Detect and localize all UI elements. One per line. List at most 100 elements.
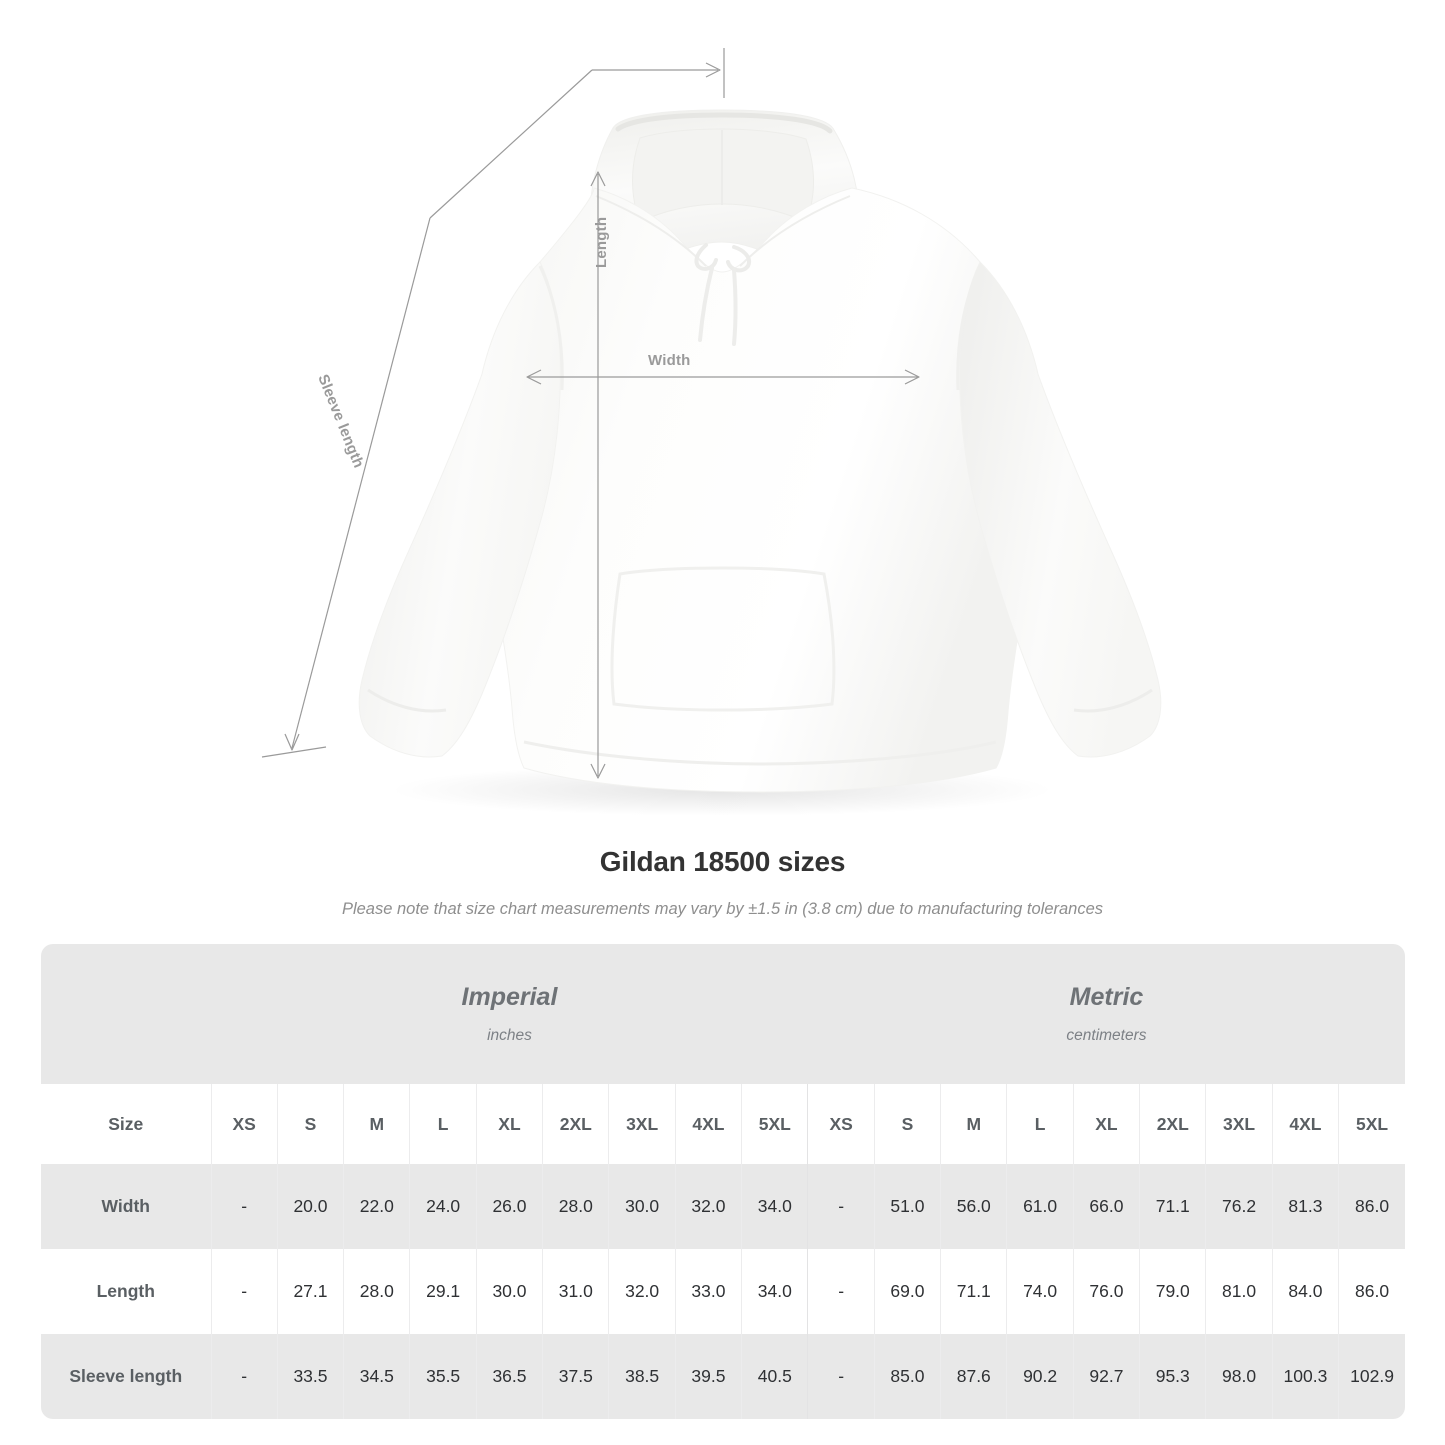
- width-arrowhead-left: [526, 369, 542, 385]
- chart-heading: Gildan 18500 sizes Please note that size…: [0, 846, 1445, 919]
- size-header-row: Size XS S M L XL 2XL 3XL 4XL 5XL XS S M L XL 2XL 3XL 4XL 5…: [41, 1084, 1405, 1164]
- size-header-metric-l: L: [1006, 1084, 1074, 1164]
- size-chart-table: Imperial inches Metric centimeters Size XS S M L…: [41, 944, 1405, 1419]
- unit-band-spacer: [41, 944, 211, 1084]
- cell-metric-sleeve-length-3xl: 98.0: [1205, 1334, 1273, 1419]
- page-title: Gildan 18500 sizes: [599, 846, 846, 877]
- left-cuff-seam: [367, 688, 447, 713]
- width-label: Width: [648, 352, 691, 369]
- size-header-imperial-xl: XL: [475, 1084, 543, 1164]
- cell-imperial-width-xs: -: [210, 1164, 278, 1249]
- cell-imperial-length-4xl: 33.0: [674, 1249, 742, 1334]
- size-header-metric-s: S: [873, 1084, 941, 1164]
- cell-metric-length-m: 71.1: [940, 1249, 1007, 1334]
- drawstring-loop-right: [726, 245, 751, 273]
- right-sleeve: [959, 261, 1162, 758]
- cell-metric-sleeve-length-m: 87.6: [940, 1334, 1007, 1419]
- size-header-imperial-s: S: [276, 1084, 344, 1164]
- size-header-metric-2xl: 2XL: [1139, 1084, 1206, 1164]
- length-arrowhead-bottom: [590, 763, 606, 779]
- size-header-metric-3xl: 3XL: [1205, 1084, 1273, 1164]
- kangaroo-pocket: [610, 566, 836, 712]
- row-label-length: Length: [41, 1249, 211, 1334]
- table-row: Width -20.0 22.0 24.0 26.0 28.0 30.0 32.0 34.0-5…: [41, 1164, 1405, 1249]
- measurement-guides: [261, 48, 920, 779]
- cell-imperial-length-2xl: 31.0: [542, 1249, 609, 1334]
- cell-imperial-length-5xl: 34.0: [741, 1249, 808, 1334]
- cell-imperial-length-s: 27.1: [276, 1249, 344, 1334]
- cell-metric-width-l: 61.0: [1006, 1164, 1074, 1249]
- torso-shape: [479, 187, 1041, 793]
- size-header-imperial-2xl: 2XL: [542, 1084, 609, 1164]
- cell-imperial-width-4xl: 32.0: [674, 1164, 742, 1249]
- size-table-container: Imperial inches Metric centimeters Size XS S M L…: [41, 944, 1405, 1419]
- tolerance-note: Please note that size chart measurements…: [341, 900, 1104, 918]
- metric-unit-header: Metric centimeters: [807, 944, 1405, 1084]
- size-header-imperial-m: M: [343, 1084, 410, 1164]
- cell-imperial-width-s: 20.0: [276, 1164, 344, 1249]
- cell-metric-length-s: 69.0: [873, 1249, 941, 1334]
- cell-metric-length-2xl: 79.0: [1139, 1249, 1206, 1334]
- metric-unit-header-name: Metric: [1069, 982, 1144, 1011]
- cell-imperial-sleeve-length-3xl: 38.5: [608, 1334, 676, 1419]
- sleeve-arrowhead-bottom: [284, 733, 300, 751]
- cell-imperial-sleeve-length-2xl: 37.5: [542, 1334, 609, 1419]
- cell-metric-sleeve-length-xs: -: [807, 1334, 875, 1419]
- size-header-metric-4xl: 4XL: [1271, 1084, 1339, 1164]
- sleeve-arrowhead: [705, 62, 721, 78]
- sleeve-start-tick: [261, 746, 327, 758]
- cell-metric-sleeve-length-5xl: 102.9: [1338, 1334, 1405, 1419]
- imperial-unit-header-name: Imperial: [461, 982, 558, 1011]
- size-header-metric-m: M: [940, 1084, 1007, 1164]
- cell-metric-width-s: 51.0: [873, 1164, 941, 1249]
- size-header-imperial-l: L: [409, 1084, 477, 1164]
- size-table-body: Imperial inches Metric centimeters Size XS S M L…: [41, 944, 1405, 1419]
- imperial-unit-header: Imperial inches: [211, 944, 808, 1084]
- cell-metric-sleeve-length-l: 90.2: [1006, 1334, 1074, 1419]
- metric-unit-header-sub: centimeters: [1066, 1026, 1147, 1044]
- cell-metric-width-4xl: 81.3: [1271, 1164, 1339, 1249]
- cell-metric-width-2xl: 71.1: [1139, 1164, 1206, 1249]
- cell-imperial-length-xs: -: [210, 1249, 278, 1334]
- hoodie-svg: [261, 48, 1162, 816]
- cell-metric-sleeve-length-xl: 92.7: [1072, 1334, 1140, 1419]
- length-label: Length: [593, 216, 610, 268]
- cell-metric-width-5xl: 86.0: [1338, 1164, 1405, 1249]
- size-header-metric-5xl: 5XL: [1338, 1084, 1405, 1164]
- cell-metric-width-xl: 66.0: [1072, 1164, 1140, 1249]
- size-header-imperial-xs: XS: [210, 1084, 278, 1164]
- row-label-sleeve-length: Sleeve length: [41, 1334, 211, 1419]
- cell-imperial-length-m: 28.0: [343, 1249, 410, 1334]
- row-label-width: Width: [41, 1164, 211, 1249]
- cell-imperial-length-3xl: 32.0: [608, 1249, 676, 1334]
- length-arrowhead-top: [590, 171, 606, 187]
- size-header-metric-xs: XS: [807, 1084, 875, 1164]
- size-column-header: Size: [41, 1084, 211, 1164]
- cell-metric-sleeve-length-2xl: 95.3: [1139, 1334, 1206, 1419]
- cell-imperial-width-3xl: 30.0: [608, 1164, 676, 1249]
- left-sleeve: [358, 261, 561, 758]
- cell-metric-length-4xl: 84.0: [1271, 1249, 1339, 1334]
- cell-imperial-width-2xl: 28.0: [542, 1164, 609, 1249]
- cell-imperial-sleeve-length-l: 35.5: [409, 1334, 477, 1419]
- cell-imperial-width-l: 24.0: [409, 1164, 477, 1249]
- cell-imperial-sleeve-length-xl: 36.5: [475, 1334, 543, 1419]
- size-header-imperial-4xl: 4XL: [674, 1084, 742, 1164]
- cell-imperial-width-xl: 26.0: [475, 1164, 543, 1249]
- cell-metric-length-xl: 76.0: [1072, 1249, 1140, 1334]
- cell-imperial-width-5xl: 34.0: [741, 1164, 808, 1249]
- cell-imperial-sleeve-length-s: 33.5: [276, 1334, 344, 1419]
- size-header-imperial-5xl: 5XL: [741, 1084, 808, 1164]
- cell-imperial-length-xl: 30.0: [475, 1249, 543, 1334]
- table-row: Sleeve length -33.5 34.5 35.5 36.5 37.5 38.5 39…: [41, 1334, 1405, 1419]
- size-header-imperial-3xl: 3XL: [608, 1084, 676, 1164]
- drawstring-loop-left: [694, 243, 718, 271]
- cell-metric-length-xs: -: [807, 1249, 875, 1334]
- left-shoulder-seam: [538, 265, 564, 391]
- unit-band-row: Imperial inches Metric centimeters: [41, 944, 1405, 1084]
- cell-imperial-sleeve-length-5xl: 40.5: [741, 1334, 808, 1419]
- sleeve-guide-diagonal: [291, 217, 431, 749]
- drawstring-tail-left: [698, 266, 714, 342]
- drawstring-tail-right: [732, 268, 738, 346]
- hoodie-measurement-illustration: Length Width Sleeve length: [261, 48, 1162, 816]
